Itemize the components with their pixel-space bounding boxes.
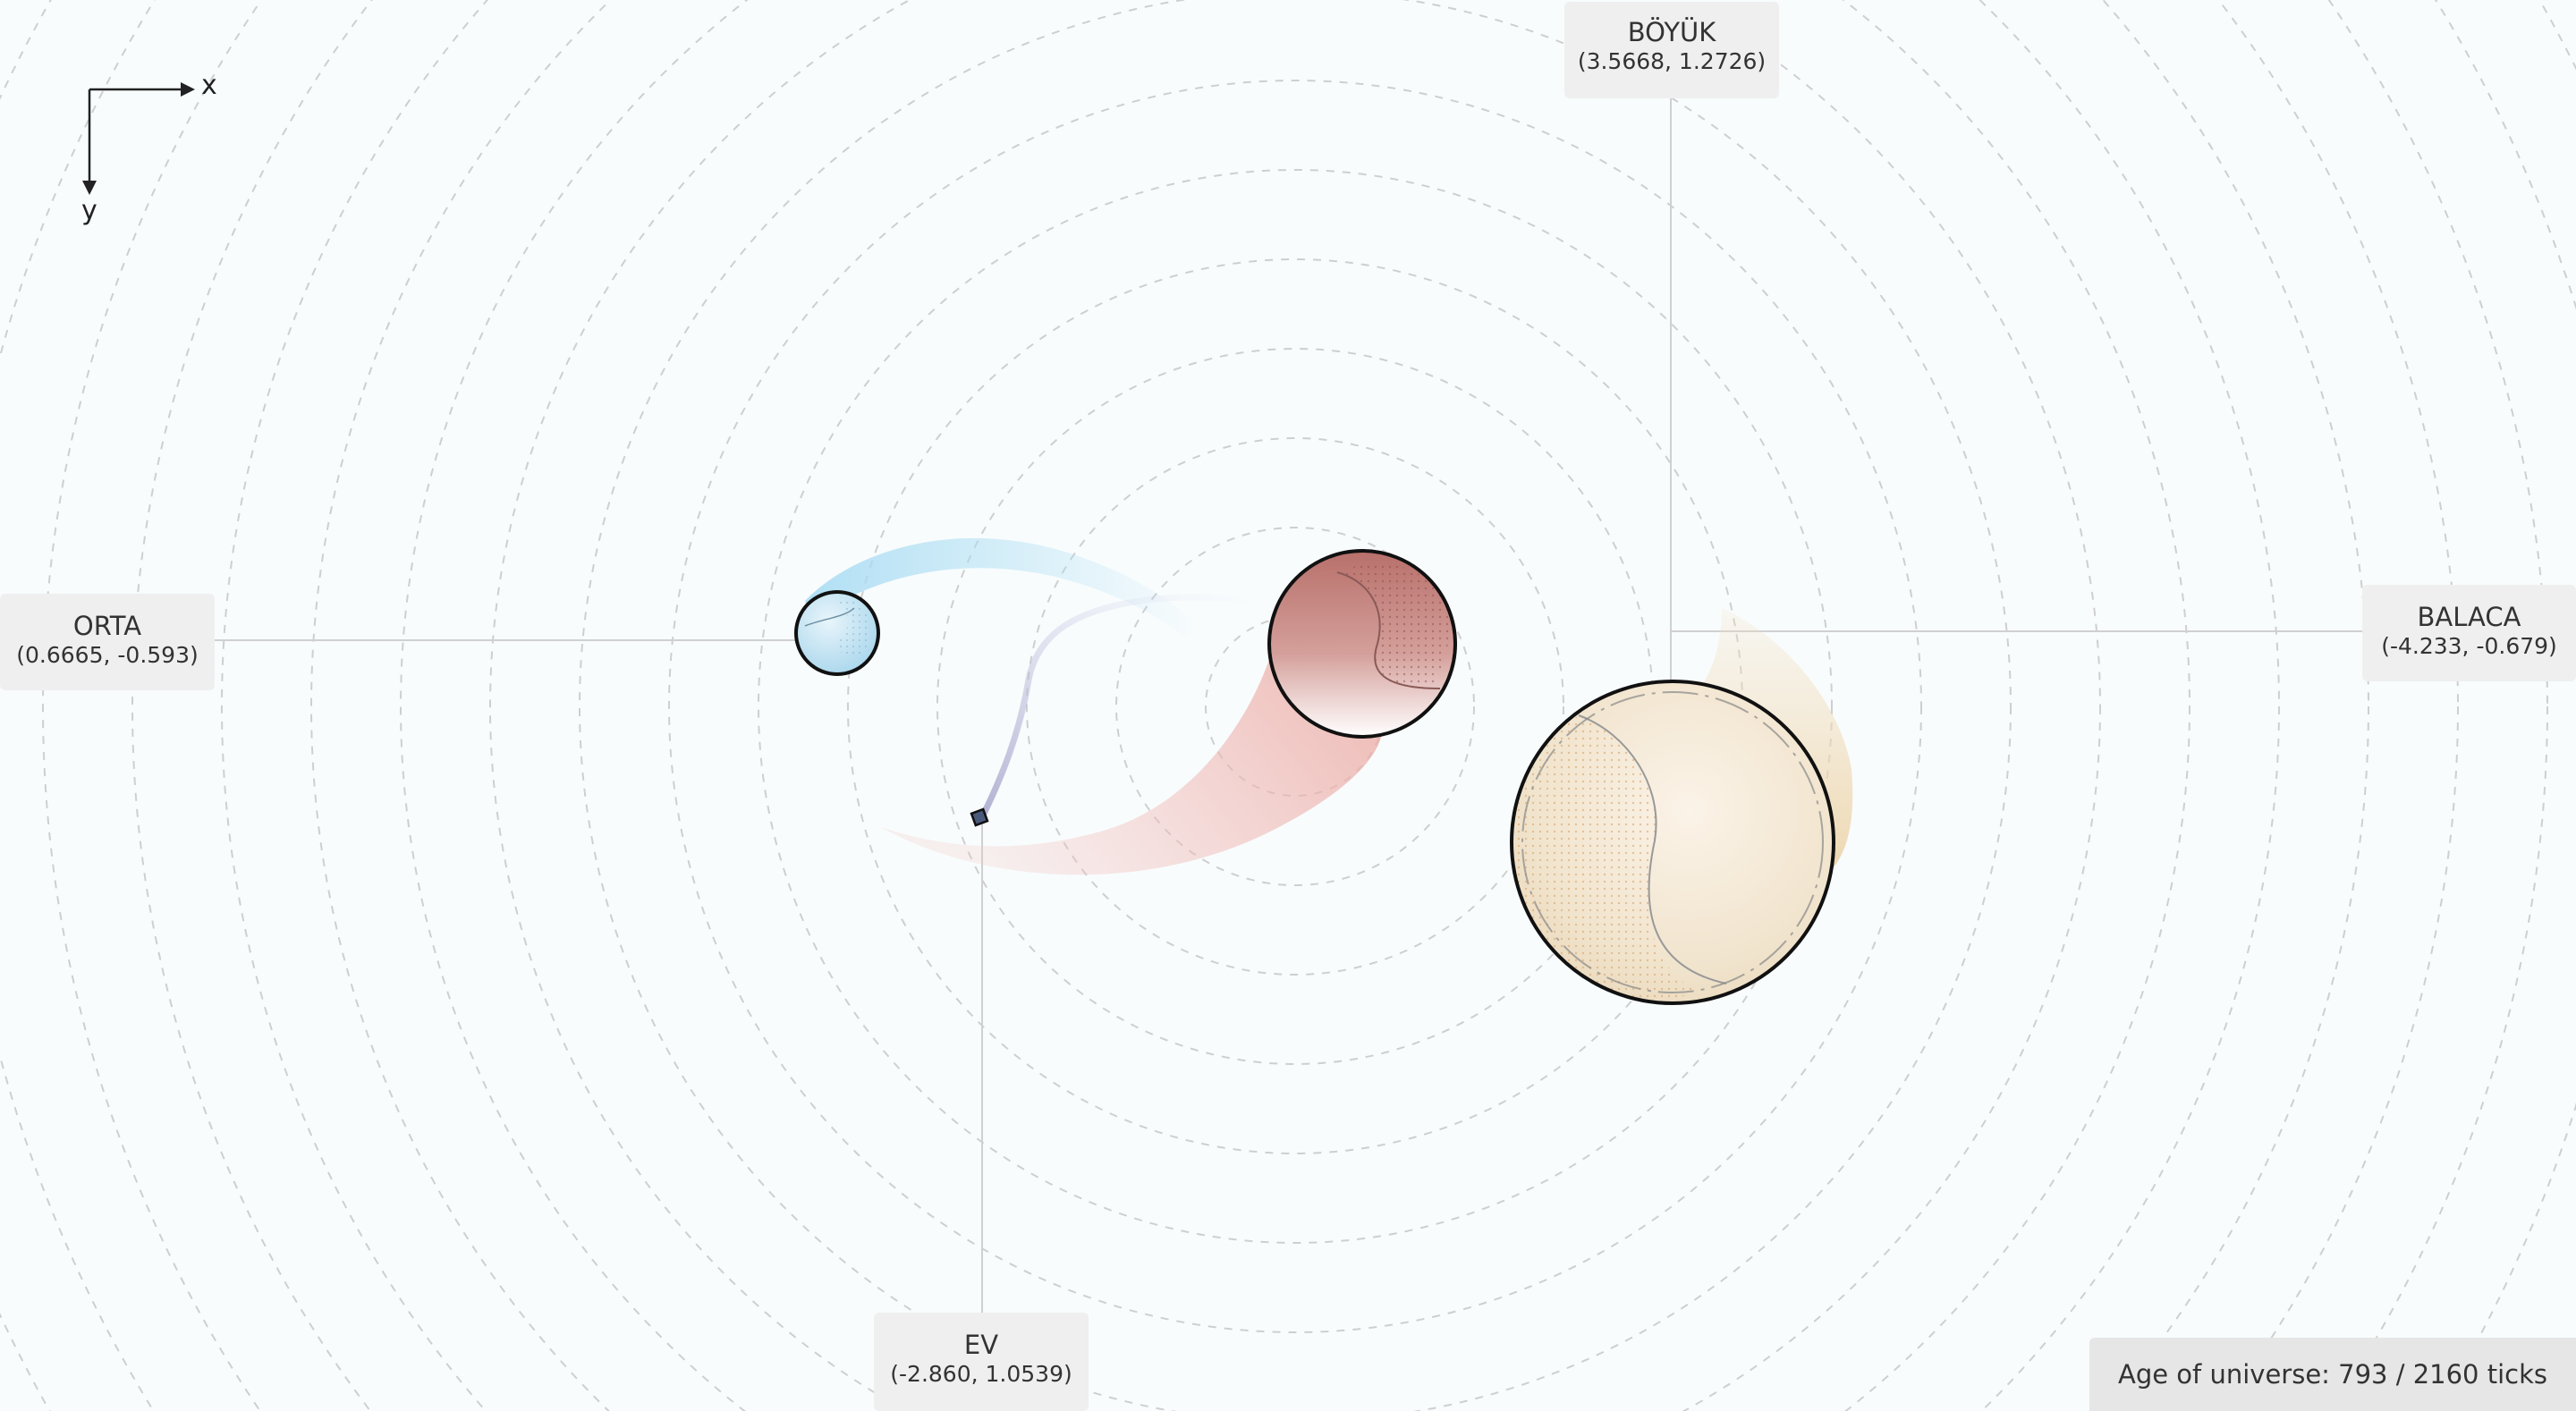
body-name: BÖYÜK — [1627, 17, 1716, 47]
axis-x-label: x — [201, 70, 217, 101]
body-coords: (0.6665, -0.593) — [16, 642, 199, 668]
orbit-ring — [221, 0, 2369, 1411]
trail-mid-body — [881, 626, 1382, 875]
orbit-ring — [131, 0, 2459, 1411]
orbit-ring — [42, 0, 2548, 1411]
orbit-ring — [668, 80, 1922, 1333]
body-label-ev: EV (-2.860, 1.0539) — [874, 1313, 1089, 1411]
axis-x-arrowhead — [181, 82, 195, 97]
orbit-ring — [489, 0, 2101, 1411]
orbit-ring — [1026, 437, 1564, 976]
trail-small-body — [805, 537, 1199, 637]
body-name: ORTA — [72, 611, 142, 641]
mid-body[interactable] — [1267, 549, 1457, 739]
orbit-ring — [1115, 527, 1475, 886]
probe-marker[interactable] — [970, 807, 989, 827]
big-body[interactable] — [1510, 680, 1835, 1005]
axis-indicator — [82, 82, 195, 195]
body-label-orta: ORTA (0.6665, -0.593) — [0, 594, 215, 690]
axis-y-label: y — [81, 195, 97, 226]
body-name: EV — [963, 1330, 999, 1360]
body-coords: (3.5668, 1.2726) — [1577, 48, 1767, 74]
orbit-ring — [310, 0, 2280, 1411]
orbit-ring — [400, 0, 2190, 1411]
universe-age-status: Age of universe: 793 / 2160 ticks — [2089, 1338, 2576, 1411]
body-coords: (-4.233, -0.679) — [2381, 633, 2557, 659]
orbit-ring — [579, 0, 2012, 1411]
label-guide-lines — [215, 98, 2362, 1313]
body-coords: (-2.860, 1.0539) — [890, 1361, 1072, 1387]
body-label-balaca: BALACA (-4.233, -0.679) — [2362, 585, 2576, 681]
body-name: BALACA — [2417, 602, 2521, 632]
trail-probe — [977, 594, 1256, 824]
axis-y-arrowhead — [82, 181, 97, 195]
orbit-ring — [758, 169, 1833, 1244]
small-body[interactable] — [794, 590, 880, 676]
body-label-buyuk: BÖYÜK (3.5668, 1.2726) — [1564, 2, 1779, 98]
